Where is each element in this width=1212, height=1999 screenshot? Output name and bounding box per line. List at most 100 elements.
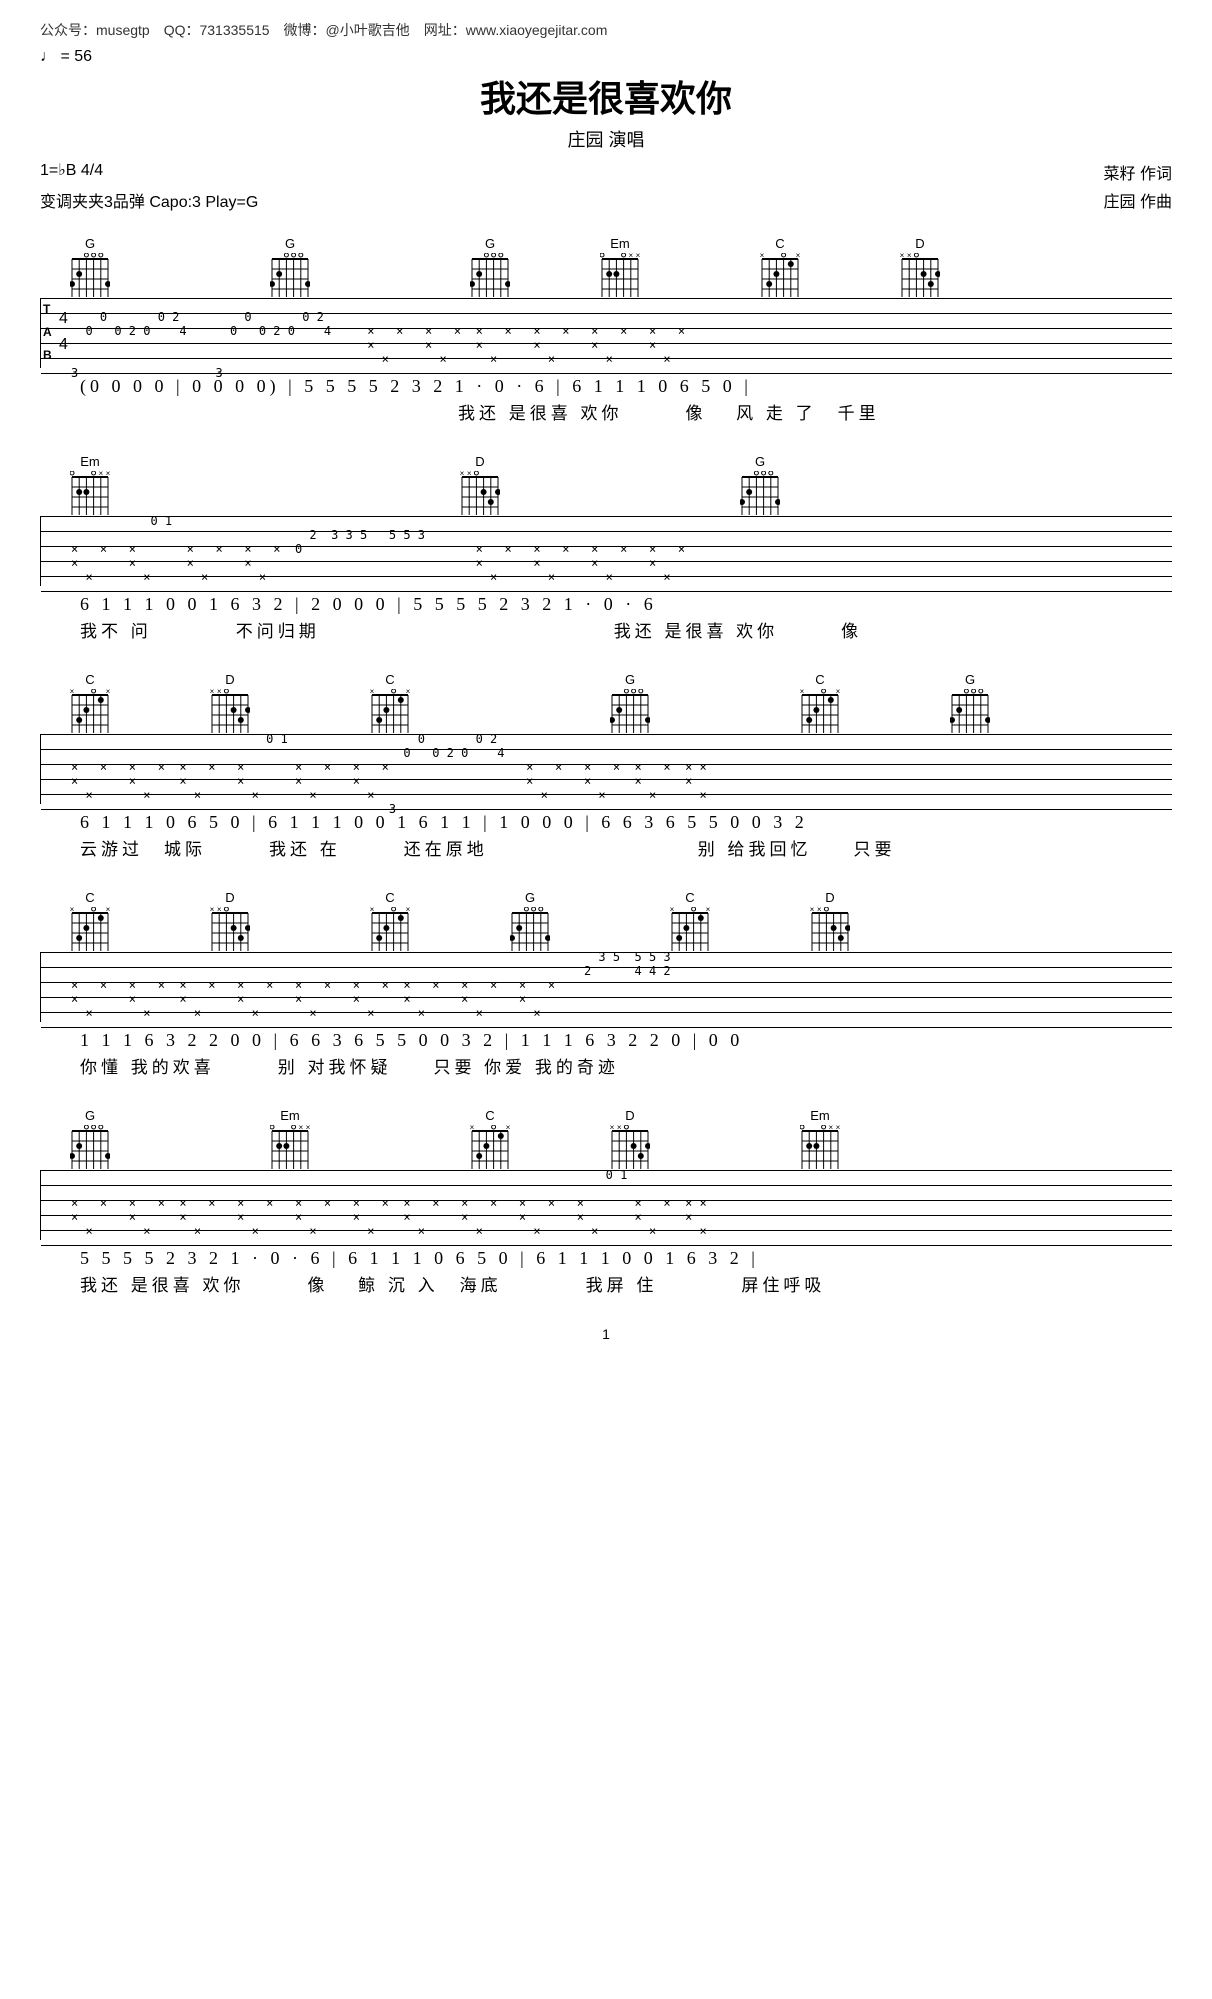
svg-text:×: × [406, 907, 410, 914]
chord-diagram: ×× [800, 689, 840, 729]
chord-name: D [900, 236, 940, 251]
svg-text:×: × [467, 471, 472, 478]
chord-diagram: ×× [670, 907, 710, 947]
chord-name: D [460, 454, 500, 469]
chord-diagram: ×× [460, 471, 500, 511]
chord-diagram: ×× [270, 1125, 310, 1165]
credits-line: 公众号：musegtp QQ：731335515 微博：@小叶歌吉他 网址：ww… [40, 20, 1172, 40]
tablature-staff: 0 1 × × × × × × × × × × × × × × × × × × … [40, 1170, 1172, 1240]
chord-name: G [610, 672, 650, 687]
svg-text:×: × [210, 907, 215, 914]
svg-text:×: × [706, 907, 710, 914]
capo-info: 变调夹夹3品弹 Capo:3 Play=G [40, 188, 258, 212]
chord-diagram: ×× [800, 1125, 840, 1165]
chord-g: G [610, 672, 650, 729]
chord-g: G [470, 236, 510, 293]
chord-g: G [740, 454, 780, 511]
chord-row: C××D××C××GC××G [40, 672, 1172, 732]
tab-notes: 0 1 2 3 3 5 5 5 3 × × × × × × × 0 [71, 514, 707, 598]
svg-text:×: × [636, 253, 640, 260]
chord-name: G [950, 672, 990, 687]
tab-system: Em××D××G 0 1 2 3 3 5 5 5 3 × × × [40, 454, 1172, 642]
chord-d: D×× [210, 672, 250, 729]
svg-text:×: × [106, 907, 110, 914]
svg-text:×: × [370, 689, 375, 696]
svg-text:×: × [406, 689, 410, 696]
time-signature: 44 [59, 306, 68, 358]
chord-name: Em [800, 1108, 840, 1123]
chord-diagram [950, 689, 990, 729]
chord-name: C [370, 672, 410, 687]
chord-d: D ×× [460, 454, 500, 511]
chord-diagram: ×× [70, 907, 110, 947]
chord-name: G [470, 236, 510, 251]
svg-text:×: × [828, 1125, 833, 1132]
chord-diagram: ×× [600, 253, 640, 293]
chord-c: C×× [670, 890, 710, 947]
chord-row: GGGEm××C××D×× [40, 236, 1172, 296]
tab-notes: 0 0 2 0 0 2 0 0 2 0 4 0 0 2 0 4 × × × × … [71, 296, 707, 380]
chord-diagram [270, 253, 310, 293]
chord-g: G [950, 672, 990, 729]
lyricist: 菜籽 作词 [1104, 160, 1172, 184]
lyrics: 云游过 城际 我还 在 还在原地 别 给我回忆 只要 [40, 835, 1172, 860]
svg-text:×: × [617, 1125, 622, 1132]
svg-text:×: × [98, 471, 103, 478]
chord-g: G [70, 1108, 110, 1165]
chord-row: GEm××C××D××Em×× [40, 1108, 1172, 1168]
chord-diagram: ×× [210, 907, 250, 947]
chord-diagram: ×× [70, 471, 110, 511]
chord-diagram: ×× [470, 1125, 510, 1165]
chord-name: C [760, 236, 800, 251]
song-subtitle: 庄园 演唱 [40, 126, 1172, 152]
chord-name: D [210, 672, 250, 687]
chord-diagram: ×× [760, 253, 800, 293]
svg-text:×: × [306, 1125, 310, 1132]
svg-text:×: × [836, 689, 840, 696]
tab-system: C××D××C××GC××G 0 1 0 0 2 0 0 2 0 4 × × [40, 672, 1172, 860]
tab-notes: 0 1 0 0 2 0 0 2 0 4 × × × × × × × × × × … [71, 732, 707, 816]
chord-name: G [70, 1108, 110, 1123]
chord-c: C×× [470, 1108, 510, 1165]
svg-text:×: × [298, 1125, 303, 1132]
chord-em: Em ×× [70, 454, 110, 511]
tab-clef: TAB [43, 298, 52, 367]
svg-text:×: × [907, 253, 912, 260]
chord-d: D×× [900, 236, 940, 293]
svg-text:×: × [670, 907, 675, 914]
svg-text:×: × [70, 689, 75, 696]
chord-diagram [70, 1125, 110, 1165]
chord-diagram [510, 907, 550, 947]
svg-text:×: × [628, 253, 633, 260]
svg-text:×: × [610, 1125, 615, 1132]
svg-text:×: × [106, 689, 110, 696]
chord-c: C×× [370, 890, 410, 947]
chord-name: G [70, 236, 110, 251]
chord-g: G [70, 236, 110, 293]
chord-d: D ×× [610, 1108, 650, 1165]
chord-name: C [670, 890, 710, 905]
chord-name: G [740, 454, 780, 469]
chord-name: D [610, 1108, 650, 1123]
tablature-staff: 0 1 0 0 2 0 0 2 0 4 × × × × × × × × × × … [40, 734, 1172, 804]
chord-row: C××D××C××GC××D×× [40, 890, 1172, 950]
chord-em: Em×× [600, 236, 640, 293]
chord-diagram: ×× [70, 689, 110, 729]
chord-g: G [270, 236, 310, 293]
chord-c: C×× [800, 672, 840, 729]
chord-name: C [370, 890, 410, 905]
chord-c: C×× [70, 672, 110, 729]
svg-text:×: × [800, 689, 805, 696]
svg-text:×: × [217, 907, 222, 914]
chord-diagram [740, 471, 780, 511]
chord-name: Em [70, 454, 110, 469]
chord-name: G [270, 236, 310, 251]
chord-diagram: ×× [610, 1125, 650, 1165]
svg-text:×: × [506, 1125, 510, 1132]
chord-name: G [510, 890, 550, 905]
tab-notes: 3 5 5 5 3 2 4 4 2 × × × × × × × × × × × … [71, 950, 707, 1034]
svg-text:×: × [836, 1125, 840, 1132]
chord-g: G [510, 890, 550, 947]
svg-text:×: × [70, 907, 75, 914]
page-number: 1 [40, 1326, 1172, 1342]
